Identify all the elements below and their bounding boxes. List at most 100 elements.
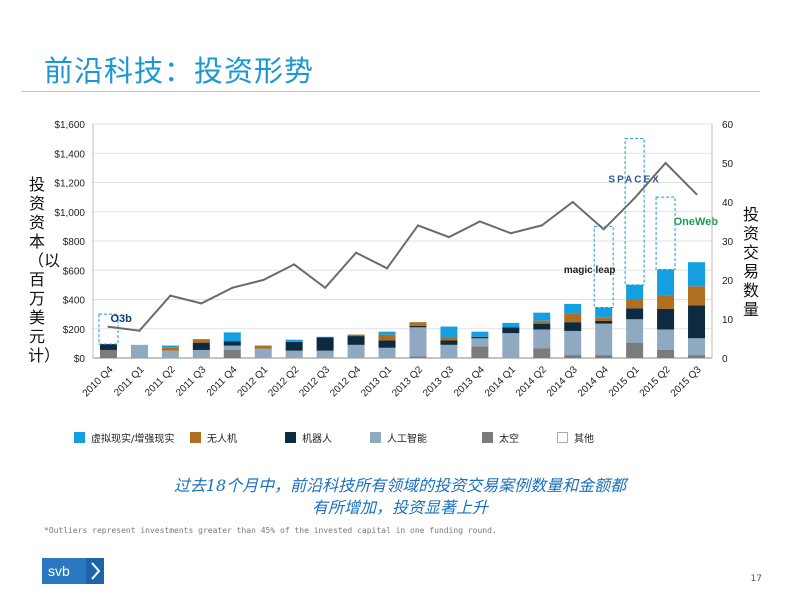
chevron-right-icon: [86, 558, 104, 584]
legend-item: 太空: [482, 430, 519, 445]
bar-segment: [502, 322, 520, 328]
bar-segment: [471, 336, 489, 339]
bar-segment: [409, 322, 427, 326]
bar-segment: [595, 317, 613, 321]
bar-segment: [285, 339, 303, 342]
outlier-label: OneWeb: [674, 216, 719, 228]
x-tick-label: 2012 Q3: [297, 364, 332, 399]
title-divider: [22, 91, 760, 92]
legend-label: 无人机: [207, 434, 237, 445]
outlier-label: magic leap: [564, 265, 616, 276]
deal-count-point: [169, 294, 172, 297]
bar-segment: [471, 331, 489, 337]
takeaway-line-1: 过去18个月中，前沿科技所有领域的投资交易案例数量和金额都: [173, 476, 627, 495]
x-tick-label: 2014 Q4: [576, 364, 611, 399]
x-tick-label: 2015 Q1: [607, 364, 642, 399]
bar-segment: [192, 339, 210, 343]
bar-segment: [440, 326, 458, 338]
x-tick-label: 2012 Q4: [328, 364, 363, 399]
outlier-label: O3b: [110, 313, 132, 325]
y-left-tick-label: $200: [63, 325, 86, 336]
bar-segment: [471, 346, 489, 358]
legend-swatch: [370, 432, 381, 443]
legend-item: 机器人: [285, 430, 332, 445]
deal-count-line: [108, 161, 698, 332]
bar-segment: [626, 319, 644, 343]
bar-segment: [192, 342, 210, 350]
bar-segment: [316, 336, 334, 338]
x-tick-label: 2012 Q2: [266, 364, 301, 399]
y-left-tick-label: $600: [63, 266, 86, 277]
y-right-tick-label: 30: [722, 237, 734, 248]
x-tick-label: 2013 Q4: [452, 364, 487, 399]
deal-count-point: [447, 236, 450, 239]
bar-segment: [347, 344, 365, 358]
legend-label: 其他: [574, 434, 594, 445]
bar-segment: [688, 286, 706, 306]
x-tick-label: 2014 Q3: [545, 364, 580, 399]
legend-label: 太空: [499, 434, 519, 445]
bar-segment: [533, 329, 551, 349]
bar-segment: [378, 334, 396, 341]
bar-segment: [378, 340, 396, 348]
bar-segment: [254, 348, 272, 358]
bar-segment: [502, 333, 520, 358]
bar-segment: [161, 350, 179, 358]
bar-segment: [595, 307, 613, 318]
legend-label: 人工智能: [387, 434, 427, 445]
bar-segment: [223, 341, 241, 346]
y-left-tick-label: $1,200: [54, 179, 85, 190]
y-left-tick-label: $1,400: [54, 149, 85, 160]
x-tick-label: 2015 Q2: [638, 364, 673, 399]
bar-segment: [657, 269, 675, 296]
y-left-tick-label: $800: [63, 237, 86, 248]
deal-count-point: [262, 279, 265, 281]
bar-segment: [688, 262, 706, 287]
x-tick-label: 2014 Q1: [483, 364, 518, 399]
y-right-tick-label: 40: [722, 198, 734, 209]
bar-segment: [657, 349, 675, 358]
bar-segment: [688, 338, 706, 356]
bar-segment: [161, 347, 179, 351]
y-left-tick-label: $400: [63, 296, 86, 307]
y-right-tick-label: 10: [722, 315, 734, 326]
logo-text: svb: [48, 563, 70, 579]
deal-count-point: [200, 302, 203, 305]
deal-count-point: [107, 325, 110, 328]
legend-swatch: [190, 432, 201, 443]
deal-count-point: [478, 220, 481, 223]
legend-label: 机器人: [302, 434, 332, 445]
x-tick-label: 2011 Q3: [174, 364, 209, 399]
bar-segment: [440, 344, 458, 358]
x-tick-label: 2010 Q4: [81, 364, 116, 399]
bar-segment: [192, 338, 210, 340]
bar-segment: [564, 355, 582, 358]
bar-segment: [409, 325, 427, 328]
bar-segment: [99, 344, 117, 350]
y-right-tick-label: 60: [722, 120, 734, 131]
x-tick-label: 2012 Q1: [235, 364, 270, 399]
deal-count-point: [355, 251, 358, 254]
legend-swatch: [482, 432, 493, 443]
bar-segment: [564, 313, 582, 323]
bar-segment: [223, 332, 241, 342]
footnote: *Outliers represent investments greater …: [44, 526, 497, 535]
legend-item: 其他: [557, 430, 594, 445]
legend-item: 无人机: [190, 430, 237, 445]
deal-count-point: [509, 232, 512, 235]
deal-count-point: [416, 224, 419, 227]
deal-count-point: [540, 224, 543, 227]
bar-segment: [595, 323, 613, 356]
x-tick-label: 2011 Q2: [143, 364, 178, 399]
bar-segment: [409, 356, 427, 358]
bar-segment: [254, 345, 272, 349]
bar-segment: [657, 295, 675, 310]
bar-segment: [223, 345, 241, 350]
bar-segment: [657, 309, 675, 330]
page-number: 17: [750, 574, 762, 584]
bar-segment: [626, 308, 644, 320]
bar-segment: [316, 337, 334, 351]
bar-segment: [285, 341, 303, 351]
legend-swatch: [74, 432, 85, 443]
deal-count-point: [695, 193, 698, 196]
